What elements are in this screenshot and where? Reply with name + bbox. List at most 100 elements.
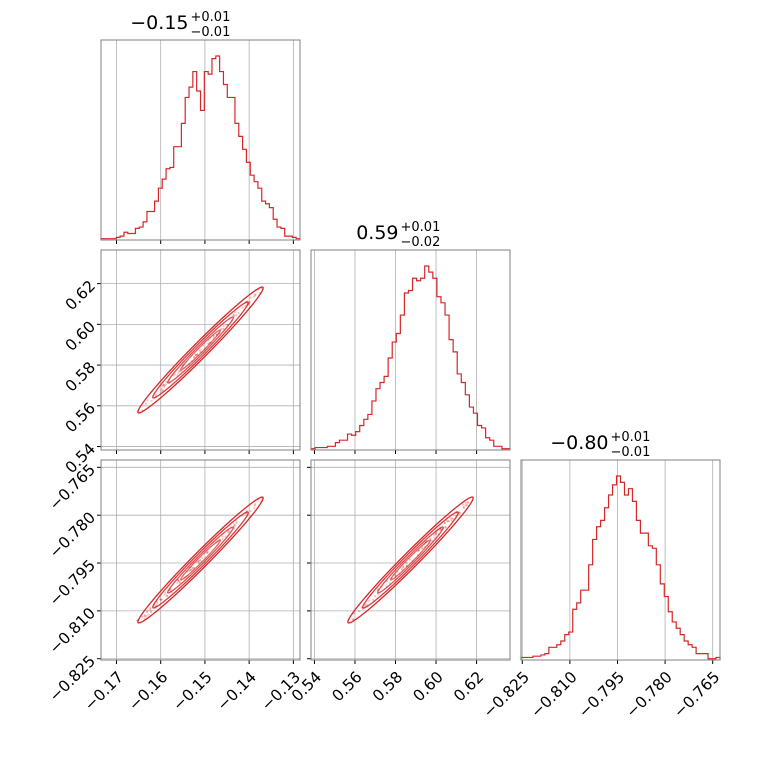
contour-line	[137, 496, 264, 624]
panel-frame	[310, 459, 511, 661]
scatter-point	[164, 591, 167, 594]
scatter-point	[400, 567, 403, 570]
scatter-point	[176, 582, 179, 585]
scatter-point	[161, 389, 164, 392]
x-tick-label: −0.15	[169, 668, 215, 714]
histogram-title-value: −0.15	[130, 12, 188, 34]
scatter-point	[165, 380, 168, 384]
scatter-point	[254, 293, 257, 296]
scatter-point	[353, 612, 356, 615]
scatter-point	[450, 517, 453, 520]
scatter-point	[420, 547, 423, 550]
scatter-point	[357, 610, 361, 613]
y-tick-label: −0.795	[46, 556, 99, 609]
contour-line	[389, 539, 432, 581]
scatter-point	[154, 394, 157, 397]
x-tick-label: −0.810	[527, 668, 580, 721]
scatter-point	[159, 598, 162, 601]
scatter-point	[177, 579, 180, 582]
scatter-point	[143, 614, 147, 617]
scatter-point	[461, 503, 465, 506]
scatter-point	[465, 504, 469, 507]
scatter-point	[161, 384, 164, 387]
scatter-point	[187, 569, 191, 572]
scatter-point	[233, 522, 236, 526]
y-tick-label: 0.58	[62, 358, 99, 395]
panel-frame	[100, 249, 301, 451]
scatter-point	[249, 509, 252, 513]
panel-frame	[520, 459, 721, 661]
scatter-point	[177, 372, 180, 375]
scatter-point	[146, 611, 149, 614]
y-tick-label: 0.56	[62, 399, 99, 436]
histogram-0	[100, 55, 301, 240]
scatter-point	[192, 566, 195, 569]
scatter-point	[433, 536, 436, 539]
scatter-point	[145, 615, 148, 618]
scatter-point	[162, 383, 165, 387]
histogram-title-upper: +0.01	[191, 10, 231, 25]
scatter-point	[193, 356, 196, 359]
scatter-point	[159, 598, 162, 601]
x-tick-label: −0.16	[125, 668, 171, 714]
scatter-point	[190, 568, 193, 572]
scatter-point	[237, 311, 240, 315]
scatter-point	[156, 601, 159, 604]
scatter-point	[232, 314, 235, 317]
contour-line	[347, 496, 474, 624]
scatter-point	[371, 598, 375, 601]
scatter-point	[163, 385, 166, 388]
scatter-point	[459, 511, 462, 514]
scatter-point	[198, 348, 201, 352]
scatter-point	[421, 546, 424, 549]
scatter-point	[253, 504, 256, 507]
scatter-point	[173, 373, 177, 376]
scatter-point	[176, 579, 180, 582]
scatter-point	[235, 521, 238, 525]
scatter-point	[195, 354, 198, 357]
scatter-point	[177, 370, 181, 373]
contour-line	[167, 526, 234, 594]
scatter-point	[232, 313, 235, 316]
scatter-point	[443, 521, 446, 525]
x-tick-label: 0.62	[450, 668, 487, 705]
scatter-point	[196, 560, 199, 564]
scatter-point	[466, 501, 469, 504]
scatter-point	[462, 505, 466, 508]
scatter-point	[368, 599, 371, 602]
scatter-point	[254, 503, 257, 506]
scatter-point	[234, 311, 237, 314]
scatter-point	[163, 593, 166, 596]
scatter-point	[227, 531, 230, 534]
scatter-point	[165, 594, 168, 597]
contour-line	[167, 316, 234, 384]
y-tick-label: −0.810	[46, 604, 99, 657]
scatter-point	[196, 353, 199, 356]
scatter-point	[143, 615, 146, 618]
scatter-point	[446, 520, 450, 523]
scatter-point	[222, 324, 225, 328]
scatter-point	[448, 519, 451, 523]
x-tick-label: 0.60	[410, 668, 447, 705]
scatter-point	[206, 551, 209, 554]
histogram-title-upper: +0.01	[401, 220, 441, 235]
panel-frame	[100, 459, 301, 661]
scatter-point	[241, 306, 244, 309]
histogram-title-lower: −0.02	[401, 235, 441, 250]
scatter-point	[352, 617, 355, 621]
scatter-point	[374, 595, 377, 598]
contour-line	[137, 286, 264, 414]
scatter-point	[221, 327, 224, 330]
histogram-title-upper: +0.01	[611, 430, 651, 445]
scatter-point	[233, 524, 237, 527]
scatter-point	[162, 384, 165, 387]
scatter-point	[192, 356, 196, 359]
scatter-point	[227, 530, 231, 533]
scatter-point	[253, 294, 257, 297]
scatter-point	[149, 609, 152, 612]
scatter-point	[149, 606, 152, 609]
contour-line	[377, 526, 444, 594]
x-tick-label: −0.765	[670, 668, 723, 721]
histogram-title-lower: −0.01	[191, 25, 231, 40]
